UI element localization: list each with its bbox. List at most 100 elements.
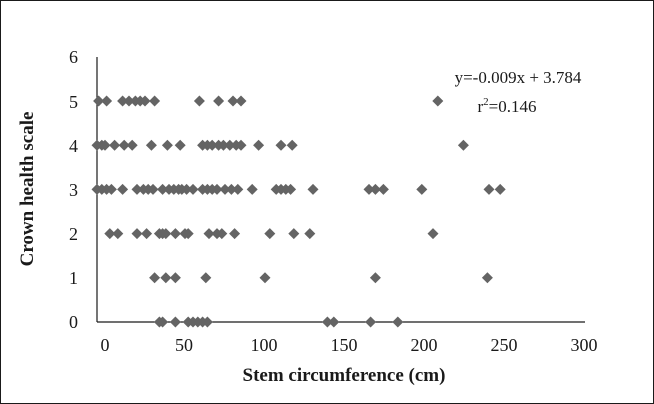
data-point (377, 183, 389, 195)
data-point (483, 183, 495, 195)
data-point (99, 139, 111, 151)
data-point (229, 228, 241, 240)
data-point (117, 183, 129, 195)
y-tick-label: 6 (69, 47, 78, 67)
data-point (235, 139, 247, 151)
data-point (285, 183, 297, 195)
y-axis-title: Crown health scale (17, 112, 38, 267)
data-point (219, 183, 231, 195)
y-tick-labels: 0 1 2 3 4 5 6 (69, 47, 78, 332)
data-point (369, 272, 381, 284)
data-point (123, 95, 135, 107)
y-tick-label: 2 (69, 224, 78, 244)
x-tick-label: 100 (251, 335, 278, 355)
r-squared-value: =0.146 (489, 97, 537, 116)
x-tick-label: 0 (101, 335, 110, 355)
data-point (174, 139, 186, 151)
data-point (246, 183, 258, 195)
data-point (217, 139, 229, 151)
y-tick-label: 1 (69, 268, 78, 288)
data-point (169, 316, 181, 328)
y-tick-label: 0 (69, 312, 78, 332)
data-point (253, 139, 265, 151)
data-point (131, 183, 143, 195)
data-point (126, 139, 138, 151)
data-points (91, 95, 506, 328)
data-point (427, 228, 439, 240)
data-point (232, 183, 244, 195)
x-tick-label: 50 (175, 335, 193, 355)
data-point (286, 139, 298, 151)
data-point (117, 95, 129, 107)
data-point (149, 95, 161, 107)
data-point (105, 183, 117, 195)
data-point (141, 228, 153, 240)
data-point (432, 95, 444, 107)
data-point (161, 139, 173, 151)
x-tick-label: 150 (331, 335, 358, 355)
y-tick-label: 5 (69, 92, 78, 112)
data-point (109, 139, 121, 151)
x-tick-label: 250 (491, 335, 518, 355)
data-point (365, 316, 377, 328)
data-point (275, 139, 287, 151)
r-squared-label: r2=0.146 (477, 96, 536, 116)
data-point (369, 183, 381, 195)
data-point (363, 183, 375, 195)
data-point (264, 228, 276, 240)
data-point (328, 316, 340, 328)
x-tick-label: 200 (411, 335, 438, 355)
data-point (201, 316, 213, 328)
data-point (259, 272, 271, 284)
data-point (203, 228, 215, 240)
data-point (131, 228, 143, 240)
data-point (213, 95, 225, 107)
data-point (321, 316, 333, 328)
data-point (101, 95, 113, 107)
data-point (157, 316, 169, 328)
data-point (169, 228, 181, 240)
x-tick-label: 300 (571, 335, 598, 355)
data-point (160, 272, 172, 284)
data-point (139, 95, 151, 107)
x-tick-labels: 0 50 100 150 200 250 300 (101, 335, 598, 355)
data-point (457, 139, 469, 151)
data-point (187, 183, 199, 195)
data-point (211, 183, 223, 195)
data-point (157, 183, 169, 195)
data-point (227, 95, 239, 107)
r-squared-superscript: 2 (483, 96, 489, 108)
data-point (93, 95, 105, 107)
y-tick-label: 3 (69, 180, 78, 200)
data-point (225, 183, 237, 195)
data-point (149, 272, 161, 284)
data-point (200, 272, 212, 284)
r-squared-prefix: r (477, 97, 483, 116)
regression-equation: y=-0.009x + 3.784 (455, 68, 582, 87)
data-point (182, 228, 194, 240)
data-point (206, 139, 218, 151)
data-point (145, 139, 157, 151)
y-tick-label: 4 (69, 136, 78, 156)
data-point (224, 139, 236, 151)
data-point (169, 272, 181, 284)
data-point (494, 183, 506, 195)
data-point (307, 183, 319, 195)
data-point (104, 228, 116, 240)
data-point (112, 228, 124, 240)
x-axis-title: Stem circumference (cm) (243, 365, 446, 386)
data-point (416, 183, 428, 195)
data-point (160, 228, 172, 240)
data-point (118, 139, 130, 151)
data-point (288, 228, 300, 240)
data-point (392, 316, 404, 328)
data-point (193, 95, 205, 107)
data-point (216, 228, 228, 240)
data-point (304, 228, 316, 240)
data-point (481, 272, 493, 284)
data-point (235, 95, 247, 107)
data-point (181, 183, 193, 195)
data-point (147, 183, 159, 195)
